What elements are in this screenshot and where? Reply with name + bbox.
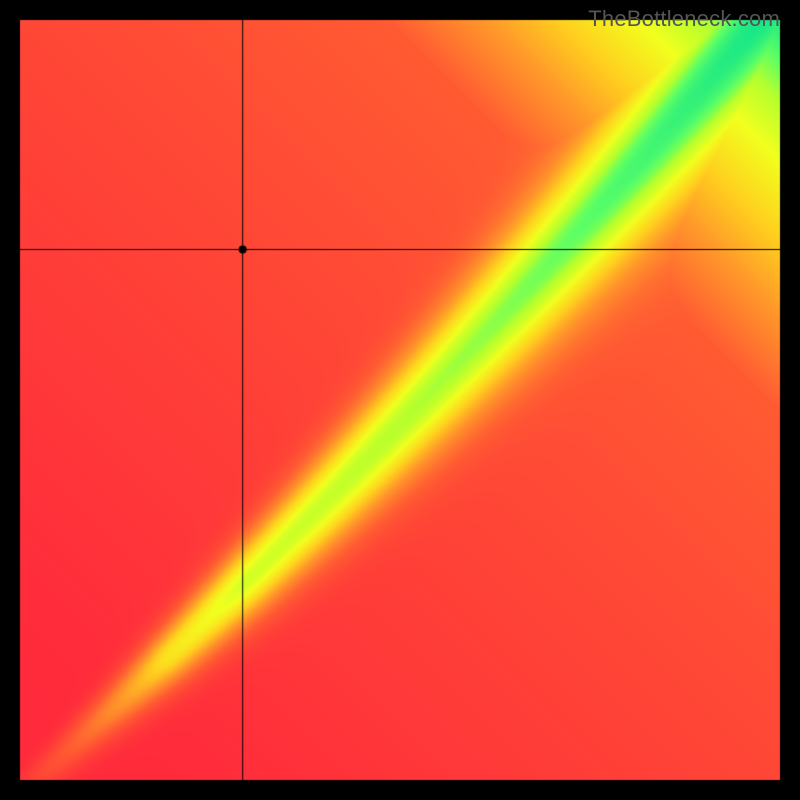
heatmap-canvas xyxy=(0,0,800,800)
chart-container: TheBottleneck.com xyxy=(0,0,800,800)
watermark-text: TheBottleneck.com xyxy=(588,6,780,32)
